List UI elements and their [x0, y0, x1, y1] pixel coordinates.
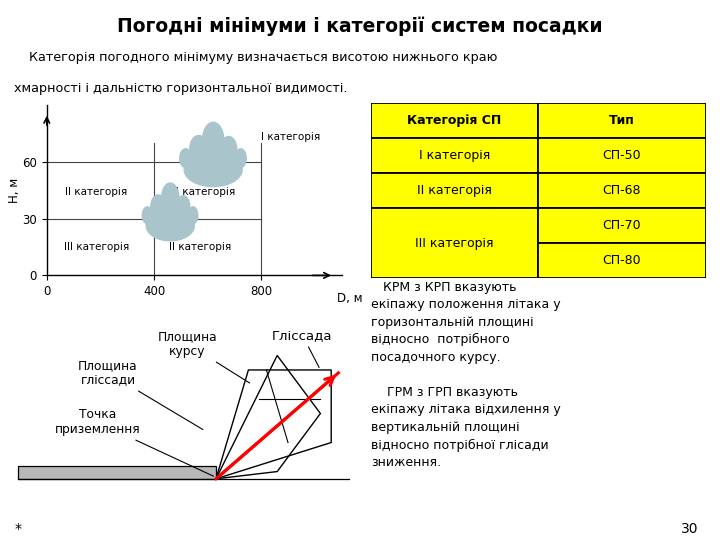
FancyBboxPatch shape	[539, 208, 706, 243]
Text: Точка
приземлення: Точка приземлення	[55, 408, 213, 476]
FancyBboxPatch shape	[371, 208, 539, 278]
Text: Погодні мінімуми і категорії систем посадки: Погодні мінімуми і категорії систем поса…	[117, 16, 603, 36]
Text: Гліссада: Гліссада	[272, 329, 333, 368]
Text: Площина
курсу: Площина курсу	[158, 330, 250, 383]
Ellipse shape	[220, 137, 237, 161]
Text: І категорія: І категорія	[419, 148, 490, 162]
Text: І категорія: І категорія	[176, 187, 235, 197]
Text: Площина
гліссади: Площина гліссади	[78, 359, 203, 429]
Ellipse shape	[190, 136, 207, 162]
FancyBboxPatch shape	[539, 173, 706, 208]
Ellipse shape	[189, 207, 198, 224]
Ellipse shape	[235, 149, 246, 168]
Text: хмарності і дальністю горизонтальної видимості.: хмарності і дальністю горизонтальної вид…	[14, 82, 348, 95]
FancyBboxPatch shape	[371, 103, 539, 138]
Text: СП-50: СП-50	[603, 148, 642, 162]
Text: Категорія СП: Категорія СП	[408, 113, 502, 127]
Text: 30: 30	[681, 522, 698, 536]
Text: СП-68: СП-68	[603, 184, 641, 197]
Ellipse shape	[176, 195, 190, 218]
Ellipse shape	[161, 183, 179, 214]
Y-axis label: H, м: H, м	[8, 178, 21, 203]
FancyBboxPatch shape	[371, 173, 539, 208]
Text: Категорія погодного мінімуму визначається висотою нижнього краю: Категорія погодного мінімуму визначаєтьс…	[22, 51, 498, 64]
FancyBboxPatch shape	[539, 138, 706, 173]
Text: *: *	[14, 522, 22, 536]
Ellipse shape	[146, 210, 194, 241]
Ellipse shape	[203, 122, 224, 157]
FancyBboxPatch shape	[371, 138, 539, 173]
Ellipse shape	[143, 207, 153, 224]
Text: Тип: Тип	[609, 113, 635, 127]
Text: ІII категорія: ІII категорія	[64, 242, 129, 252]
Ellipse shape	[150, 195, 166, 219]
Text: ІI категорія: ІI категорія	[168, 242, 231, 252]
FancyBboxPatch shape	[539, 103, 706, 138]
Text: СП-70: СП-70	[603, 219, 642, 232]
Text: ІI категорія: ІI категорія	[66, 187, 127, 197]
Ellipse shape	[184, 152, 242, 186]
FancyBboxPatch shape	[539, 243, 706, 278]
Text: КРМ з КРП вказують
екіпажу положення літака у
горизонтальній площині
відносно  п: КРМ з КРП вказують екіпажу положення літ…	[371, 281, 561, 469]
Text: D, м: D, м	[337, 292, 362, 306]
FancyBboxPatch shape	[18, 465, 216, 479]
Text: ІІ категорія: ІІ категорія	[417, 184, 492, 197]
Text: СП-80: СП-80	[603, 254, 642, 267]
Ellipse shape	[180, 149, 192, 168]
Text: ІІІ категорія: ІІІ категорія	[415, 237, 494, 249]
Text: І категорія: І категорія	[261, 132, 320, 143]
